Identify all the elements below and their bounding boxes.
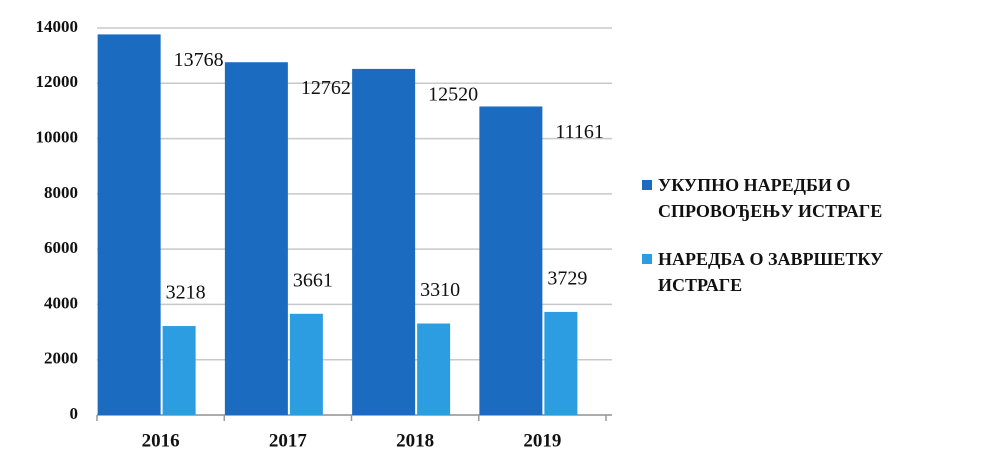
legend-item: УКУПНО НАРЕДБИ О СПРОВОЂЕЊУ ИСТРАГЕ bbox=[642, 172, 962, 224]
data-label: 3729 bbox=[547, 268, 587, 290]
data-label: 3310 bbox=[420, 279, 460, 301]
bar bbox=[352, 68, 416, 415]
data-label: 11161 bbox=[555, 121, 604, 143]
bar bbox=[162, 326, 196, 415]
data-label: 13768 bbox=[174, 49, 224, 71]
legend-swatch bbox=[642, 180, 652, 190]
data-label: 12762 bbox=[301, 77, 351, 99]
y-tick-label: 0 bbox=[70, 404, 79, 423]
y-tick-label: 6000 bbox=[44, 238, 78, 257]
x-tick-label: 2019 bbox=[523, 430, 561, 451]
bar bbox=[544, 311, 578, 415]
bar bbox=[417, 323, 451, 415]
bar bbox=[289, 313, 323, 415]
legend-label: УКУПНО НАРЕДБИ О СПРОВОЂЕЊУ ИСТРАГЕ bbox=[658, 175, 883, 221]
legend-swatch bbox=[642, 254, 652, 264]
y-tick-label: 4000 bbox=[44, 293, 78, 312]
legend-label: НАРЕДБА О ЗАВРШЕТКУ ИСТРАГЕ bbox=[658, 249, 884, 295]
y-tick-label: 12000 bbox=[36, 72, 79, 91]
y-tick-label: 8000 bbox=[44, 183, 78, 202]
y-tick-label: 10000 bbox=[36, 127, 79, 146]
y-tick-label: 14000 bbox=[36, 17, 79, 36]
y-tick-label: 2000 bbox=[44, 349, 78, 368]
x-tick-label: 2016 bbox=[142, 430, 180, 451]
bar bbox=[479, 106, 543, 415]
x-tick-label: 2018 bbox=[396, 430, 434, 451]
data-label: 3661 bbox=[293, 269, 333, 291]
data-label: 3218 bbox=[166, 282, 206, 304]
data-label: 12520 bbox=[428, 84, 478, 106]
bar bbox=[97, 34, 161, 415]
legend-item: НАРЕДБА О ЗАВРШЕТКУ ИСТРАГЕ bbox=[642, 246, 962, 298]
bar bbox=[224, 62, 288, 415]
x-tick-label: 2017 bbox=[269, 430, 308, 451]
